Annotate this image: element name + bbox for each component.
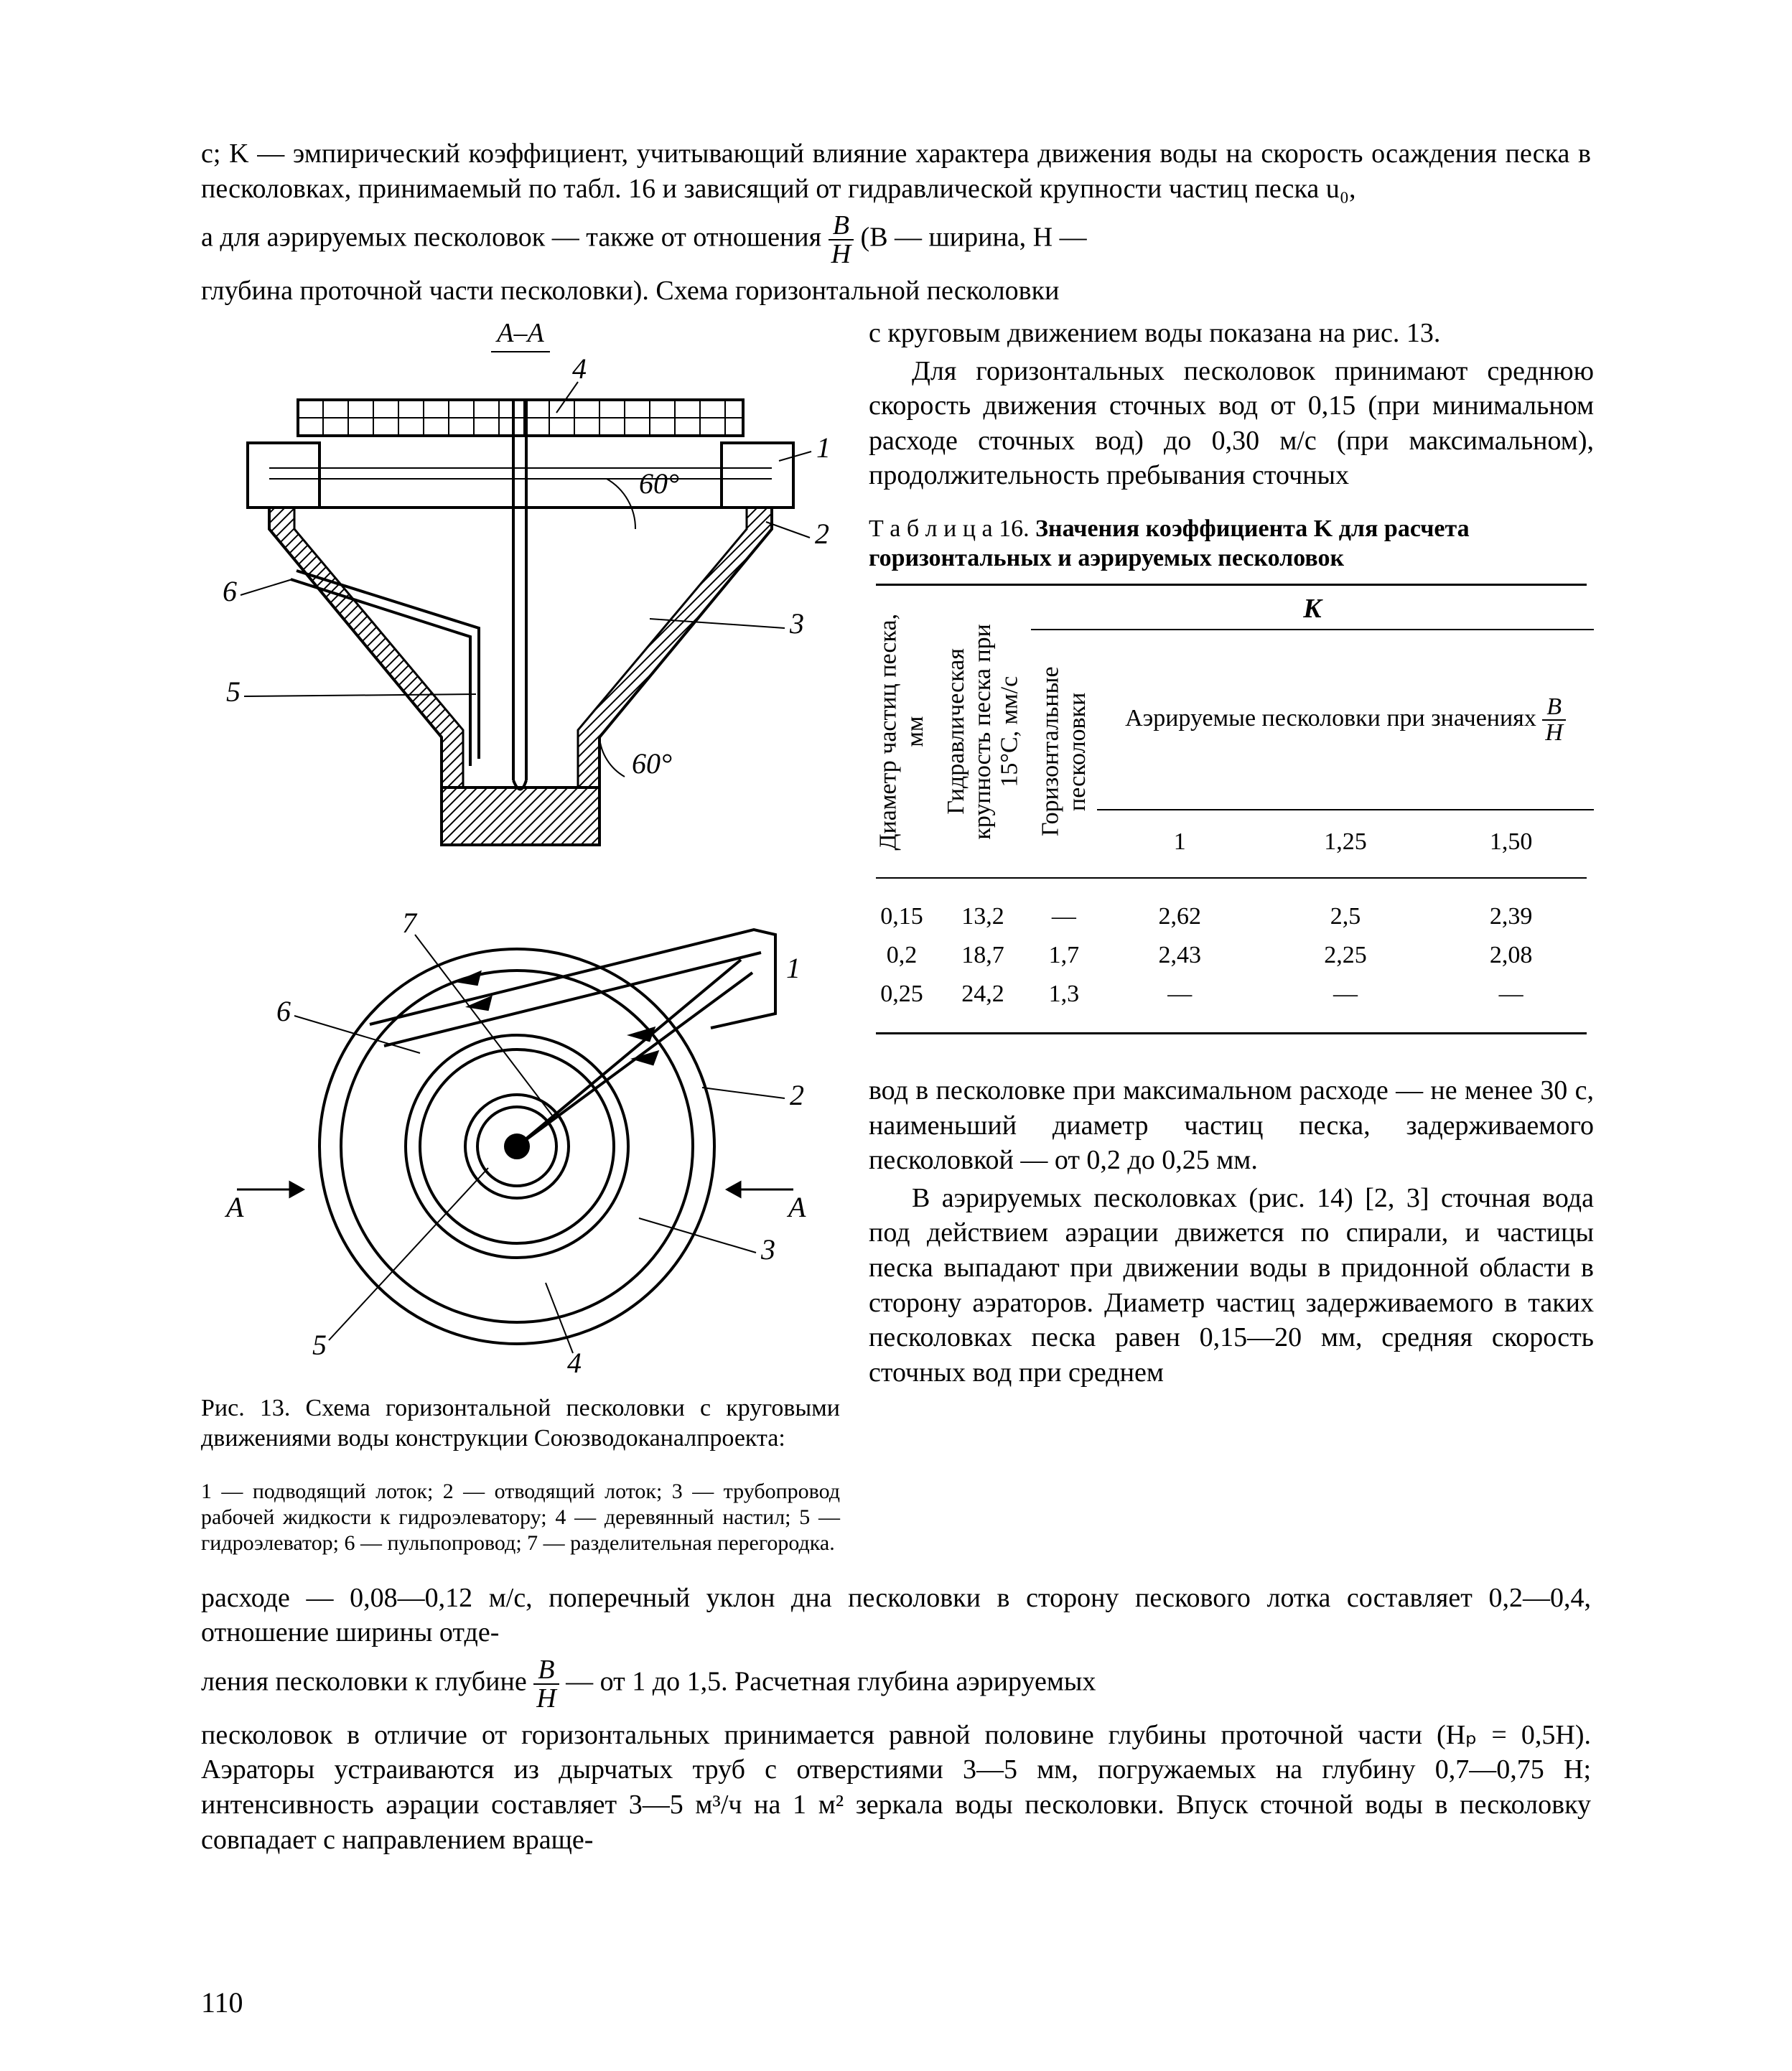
- fig-plan-label-5: 5: [312, 1329, 327, 1361]
- full-2b: — от 1 до 1,5. Расчетная глубина аэрируе…: [566, 1666, 1096, 1696]
- right-column: с круговым движением воды показана на ри…: [869, 316, 1594, 1578]
- col-aer-1: 1: [1097, 810, 1263, 874]
- full-text-3: песколовок в отличие от горизонтальных п…: [201, 1718, 1591, 1858]
- cell-a2-2: 2,25: [1263, 936, 1429, 975]
- col-K-header: K: [1031, 589, 1594, 630]
- table-row: 0,2 18,7 1,7 2,43 2,25 2,08: [869, 936, 1594, 975]
- col-aer-header: Аэрируемые песколовки при значениях BH: [1097, 630, 1594, 810]
- p2a-text: а для аэрируемых песколовок — также от о…: [201, 223, 829, 253]
- right-text-4: В аэрируемых песколовках (рис. 14) [2, 3…: [869, 1181, 1594, 1390]
- cell-a3-3: —: [1428, 975, 1594, 1014]
- cell-hor-2: 1,7: [1031, 936, 1097, 975]
- paragraph-2: а для аэрируемых песколовок — также от о…: [201, 212, 1591, 268]
- fig-top-label-3: 3: [789, 607, 804, 640]
- cell-d-3: 0,25: [869, 975, 935, 1014]
- col-3-header: Горизонтальные песколовки: [1031, 630, 1097, 874]
- fig-plan-A-right: А: [786, 1191, 806, 1223]
- fig-plan-label-6: 6: [276, 995, 291, 1027]
- fig-plan-A-left: А: [224, 1191, 244, 1223]
- fig-plan-label-3: 3: [760, 1233, 775, 1266]
- full-text-2: ления песколовки к глубине BH — от 1 до …: [201, 1656, 1591, 1712]
- col-aer-150: 1,50: [1428, 810, 1594, 874]
- two-column-region: А–А: [201, 316, 1591, 1578]
- fig-plan-label-1: 1: [786, 952, 801, 984]
- col-aer-125: 1,25: [1263, 810, 1429, 874]
- fig-top-label-5: 5: [226, 675, 241, 708]
- fig-top-label-1: 1: [816, 431, 831, 464]
- figure-13-top: 4 1 2 3 6 5 60° 60°: [201, 357, 840, 859]
- cell-d-2: 0,2: [869, 936, 935, 975]
- figures-column: А–А: [201, 316, 840, 1578]
- cell-a3-2: 2,08: [1428, 936, 1594, 975]
- cell-a2-3: —: [1263, 975, 1429, 1014]
- cell-a1-3: —: [1097, 975, 1263, 1014]
- full-2a: ления песколовки к глубине: [201, 1666, 533, 1696]
- cell-hor-1: —: [1031, 897, 1097, 936]
- angle-60-b: 60°: [632, 747, 672, 780]
- cell-u-3: 24,2: [935, 975, 1031, 1014]
- fig-plan-label-2: 2: [790, 1079, 804, 1111]
- fig-top-label-6: 6: [223, 575, 237, 607]
- fraction-B-H: BH: [829, 212, 854, 268]
- table-title: Т а б л и ц а 16. Значения коэффициента …: [869, 515, 1594, 574]
- fraction-B-H-2: BH: [533, 1656, 559, 1712]
- table-title-a: Т а б л и ц а 16.: [869, 515, 1035, 542]
- col-1-header: Диаметр частиц песка, мм: [869, 589, 935, 875]
- col-aer-text: Аэрируемые песколовки при значениях: [1125, 705, 1542, 731]
- fraction-B-H-table: BH: [1542, 695, 1566, 745]
- section-label: А–А: [491, 316, 549, 352]
- fig-top-label-2: 2: [815, 518, 829, 550]
- page-number: 110: [201, 1984, 243, 2021]
- cell-a2-1: 2,5: [1263, 897, 1429, 936]
- cell-d-1: 0,15: [869, 897, 935, 936]
- paragraph-3: глубина проточной части песколовки). Схе…: [201, 274, 1591, 309]
- paragraph-1: с; K — эмпирический коэффициент, учитыва…: [201, 136, 1591, 206]
- figure-legend: 1 — подводящий лоток; 2 — отводящий лото…: [201, 1479, 840, 1556]
- cell-u-2: 18,7: [935, 936, 1031, 975]
- cell-a3-1: 2,39: [1428, 897, 1594, 936]
- right-text-1: с круговым движением воды показана на ри…: [869, 316, 1594, 351]
- cell-a1-1: 2,62: [1097, 897, 1263, 936]
- p2b-text: (B — ширина, H —: [861, 223, 1087, 253]
- page: с; K — эмпирический коэффициент, учитыва…: [0, 0, 1792, 2071]
- angle-60-a: 60°: [639, 467, 679, 500]
- fig-top-label-4: 4: [572, 357, 587, 385]
- figure-caption: Рис. 13. Схема горизонтальной песколовки…: [201, 1393, 840, 1454]
- cell-hor-3: 1,3: [1031, 975, 1097, 1014]
- cell-u-1: 13,2: [935, 897, 1031, 936]
- section-label-wrap: А–А: [201, 316, 840, 357]
- figure-13-bottom: А А 1 2 3 4 5 6 7: [201, 881, 840, 1383]
- fig-plan-label-7: 7: [402, 907, 418, 939]
- right-text-3: вод в песколовке при максимальном расход…: [869, 1073, 1594, 1178]
- table-16: Диаметр частиц песка, мм Гидравлическая …: [869, 581, 1594, 1037]
- col-2-header: Гидравлическая крупность песка при 15°С,…: [935, 589, 1031, 875]
- full-text-1: расходе — 0,08—0,12 м/с, поперечный укло…: [201, 1581, 1591, 1650]
- fig-plan-label-4: 4: [567, 1347, 582, 1379]
- right-text-2: Для горизонтальных песколовок принимают …: [869, 354, 1594, 494]
- cell-a1-2: 2,43: [1097, 936, 1263, 975]
- table-row: 0,25 24,2 1,3 — — —: [869, 975, 1594, 1014]
- table-row: 0,15 13,2 — 2,62 2,5 2,39: [869, 897, 1594, 936]
